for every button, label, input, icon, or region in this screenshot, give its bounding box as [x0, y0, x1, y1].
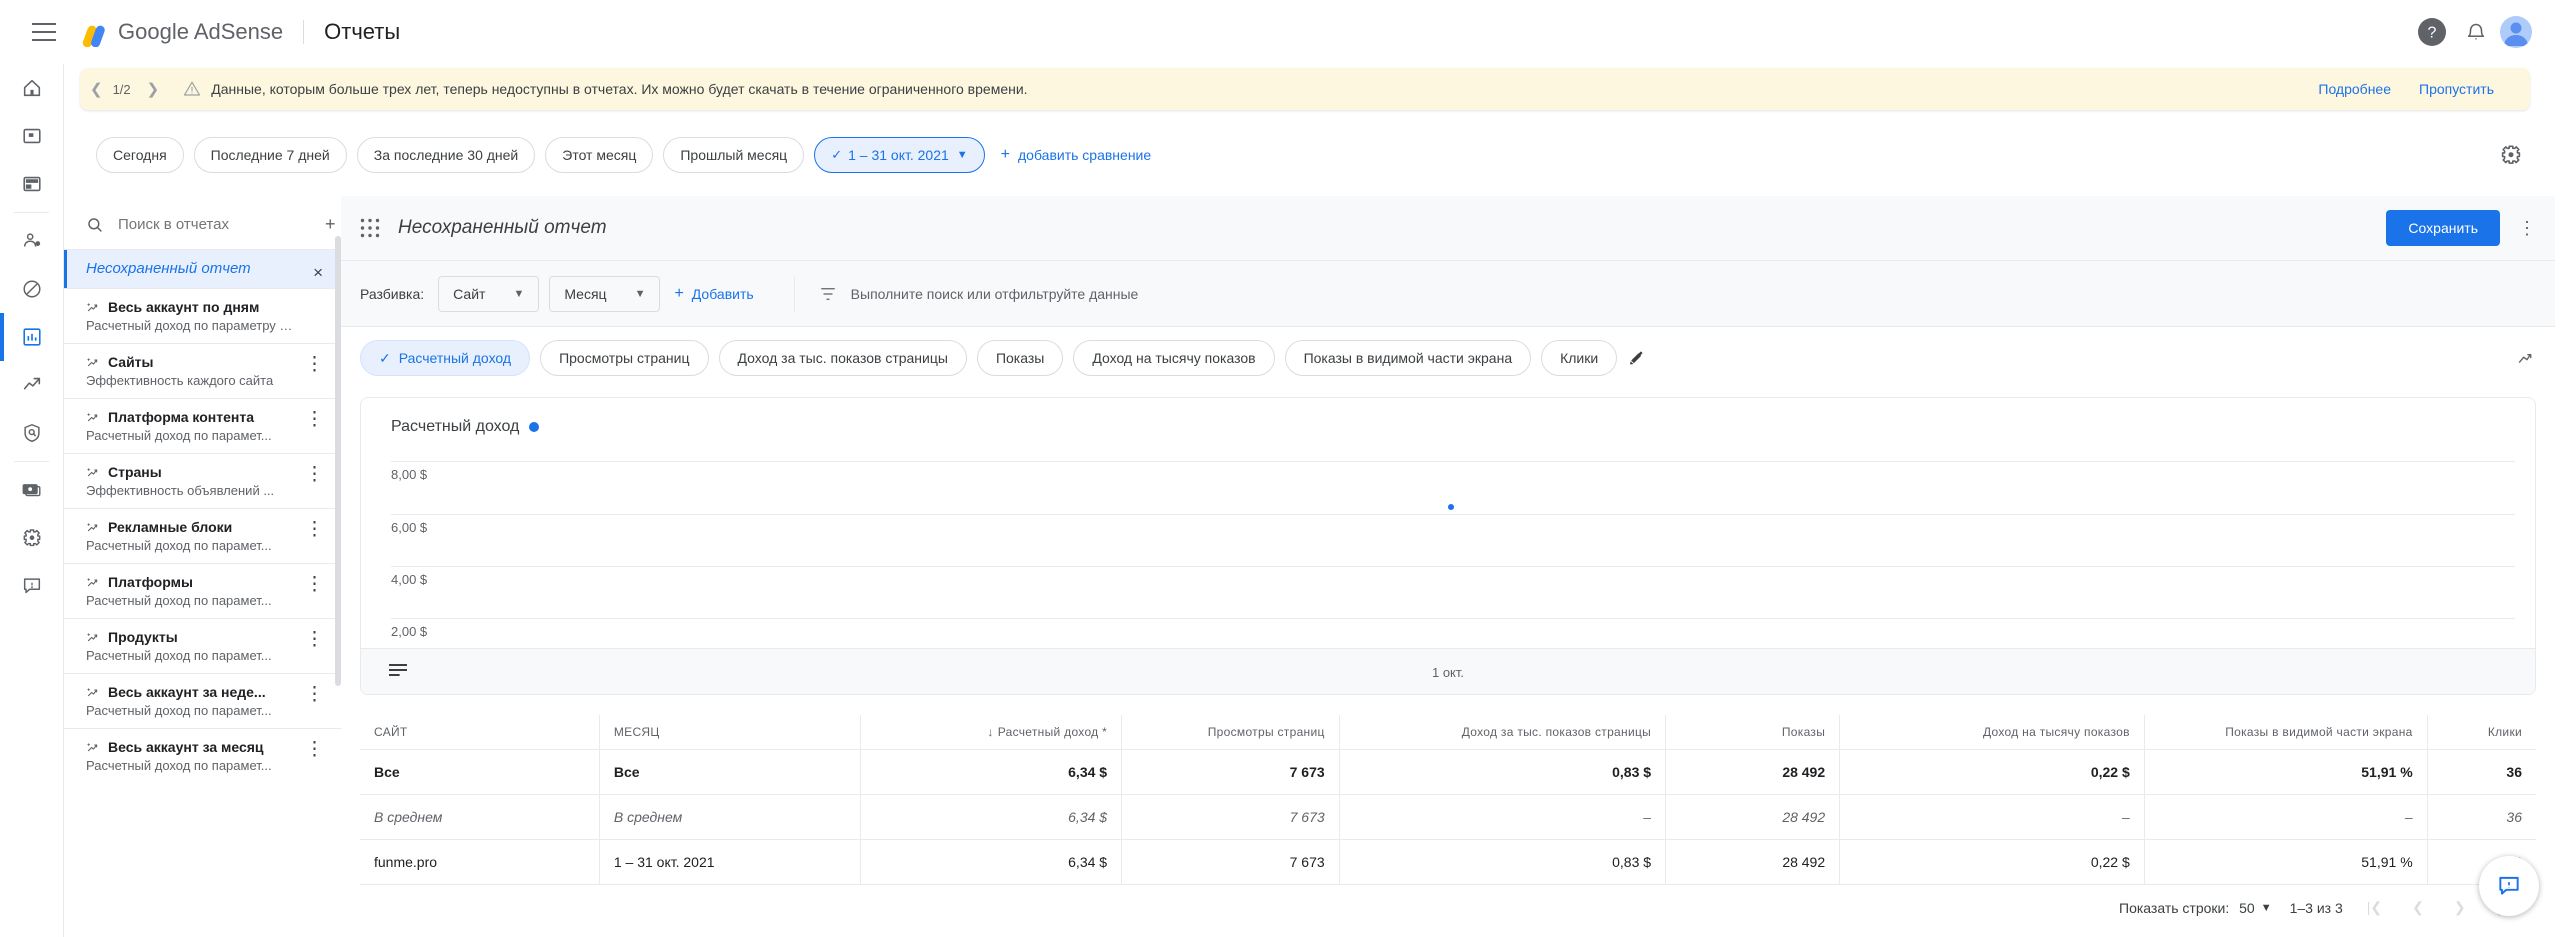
svg-text:?: ?	[2428, 24, 2437, 41]
